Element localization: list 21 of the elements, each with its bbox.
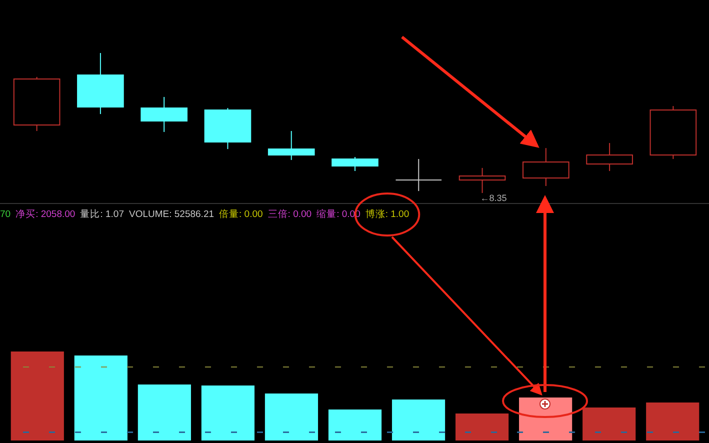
bar xyxy=(456,414,509,440)
bar xyxy=(646,402,700,440)
bar xyxy=(582,407,636,440)
candlestick xyxy=(395,158,442,192)
text: 净买: 2058.00 xyxy=(16,209,76,220)
text: 量比: 1.07 xyxy=(80,209,124,220)
text: 倍量: 0.00 xyxy=(219,209,263,220)
text: VOLUME: 52586.21 xyxy=(128,209,214,220)
text: 博涨: 1.00 xyxy=(365,209,410,220)
bar xyxy=(328,409,382,440)
bar xyxy=(138,384,191,440)
bar xyxy=(74,355,128,440)
candlestick xyxy=(458,167,506,194)
candlestick xyxy=(268,130,315,160)
annotation: ←8.35 xyxy=(480,193,507,203)
bar xyxy=(392,399,446,440)
bar xyxy=(264,393,318,440)
bar xyxy=(201,385,254,440)
text: 70 xyxy=(0,209,11,220)
text: 三倍: 0.00 xyxy=(268,209,312,220)
bar xyxy=(10,352,64,440)
